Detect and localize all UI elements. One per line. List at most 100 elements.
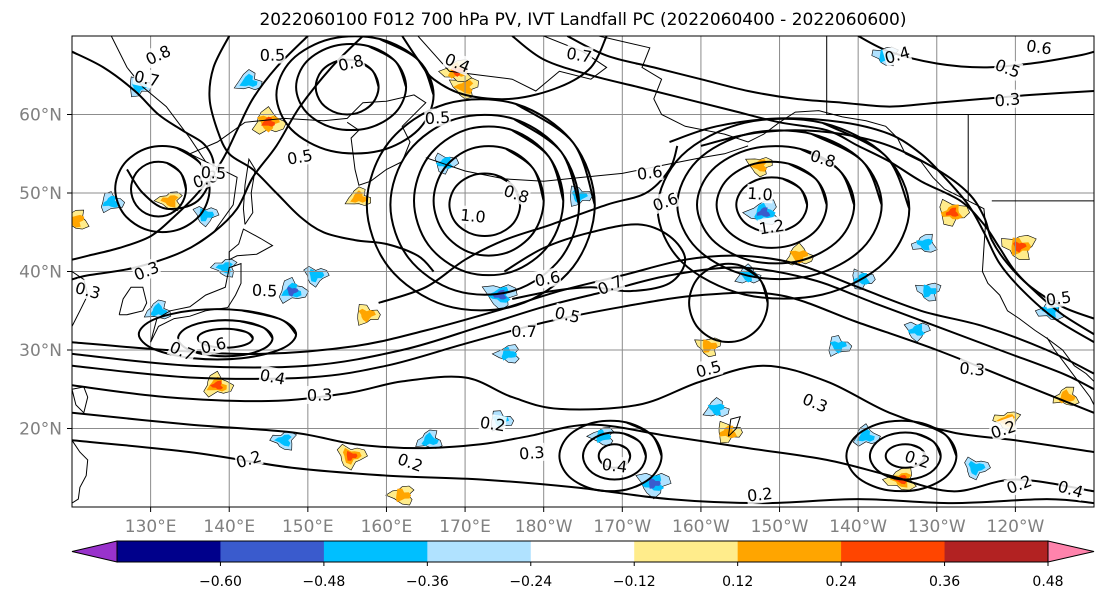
colorbar-tick-label: 0.48	[1032, 574, 1063, 590]
pv-contour-line	[503, 223, 687, 300]
pv-shade-core	[350, 190, 368, 203]
pv-contour-closed	[656, 117, 911, 300]
pv-contour-closed	[448, 172, 522, 238]
colorbar-tick-label: −0.12	[613, 574, 656, 590]
x-tick-label: 180°W	[515, 517, 573, 537]
contour-label: 0.4	[601, 455, 629, 477]
boundary-box	[826, 36, 1094, 115]
contour-label-bg	[511, 321, 538, 340]
pv-shade-core	[707, 403, 725, 416]
y-tick-label: 30°N	[19, 341, 62, 361]
map-area: 0.80.70.50.80.40.70.50.40.50.60.30.80.81…	[72, 36, 1094, 507]
pv-shade-core	[102, 195, 120, 208]
pv-shade-core	[923, 284, 938, 298]
contour-label: 1.0	[747, 184, 774, 205]
y-axis-ticks: 20°N 30°N 40°N 50°N 60°N	[19, 106, 72, 440]
pv-shade-core	[789, 250, 809, 264]
contour-label-bg	[233, 446, 264, 472]
pv-shade-core	[72, 214, 85, 228]
x-axis-ticks: 130°E 140°E 150°E 160°E 170°E 180°W 170°W 160°W…	[125, 507, 1044, 537]
pv-contour-line	[72, 254, 1094, 375]
pv-contour-closed	[129, 160, 188, 218]
contour-label-bg	[459, 205, 487, 226]
x-tick-label: 130°E	[125, 517, 177, 537]
contour-label-bg	[166, 337, 199, 365]
pv-contour-line	[208, 36, 435, 273]
pv-contour-closed	[275, 36, 435, 155]
y-tick-label: 60°N	[19, 106, 62, 126]
coastline	[228, 228, 274, 261]
contour-label: 0.5	[286, 146, 314, 169]
contour-label-bg	[336, 50, 366, 75]
contour-label-bg	[251, 280, 278, 300]
colorbar-segment	[530, 541, 635, 562]
contour-label: 0.6	[636, 162, 664, 184]
contour-label-bg	[442, 49, 474, 76]
x-tick-label: 140°W	[829, 517, 887, 537]
contour-label-bg	[259, 45, 286, 64]
contour-label: 0.6	[533, 267, 562, 291]
pv-shade-core	[453, 80, 474, 94]
colorbar-frame	[116, 540, 1049, 563]
coastline	[1046, 337, 1094, 406]
contour-label-bg	[746, 183, 774, 204]
colorbar-tick-label: −0.24	[509, 574, 552, 590]
contour-label: 1.0	[459, 205, 486, 227]
pv-shade-core	[160, 195, 179, 208]
colorbar-segment	[841, 541, 946, 562]
pv-shade-core	[358, 308, 376, 323]
pv-contour-line	[72, 291, 1094, 414]
contour-labels: 0.80.70.50.80.40.70.50.40.50.60.30.80.81…	[73, 36, 1086, 506]
pv-shade-core	[396, 488, 412, 503]
coastline	[110, 36, 207, 162]
contour-label-bg	[988, 416, 1019, 442]
contour-label-bg	[1024, 36, 1054, 58]
pv-shade-peak	[1013, 241, 1027, 253]
colorbar-extend-high	[1047, 540, 1095, 563]
contour-label: 0.3	[307, 385, 333, 405]
x-tick-label: 140°E	[203, 517, 255, 537]
contour-label-bg	[958, 358, 986, 379]
pv-contour-closed	[295, 42, 408, 132]
pv-contour-line	[72, 266, 1094, 391]
pv-contour-line	[72, 50, 215, 211]
contour-label: 0.2	[746, 484, 773, 506]
pv-shade-core	[274, 434, 292, 447]
contour-label-bg	[501, 180, 532, 207]
contour-label-bg	[395, 449, 426, 476]
pv-contour-closed	[676, 129, 883, 281]
colorbar-tick-label: −0.48	[302, 574, 345, 590]
contour-label-bg	[1003, 471, 1035, 498]
contour-label: 0.5	[1045, 287, 1073, 309]
contour-label: 0.7	[511, 322, 536, 341]
pv-contour-closed	[688, 262, 769, 343]
colorbar-segment	[220, 541, 325, 562]
pv-contour-closed	[715, 160, 828, 249]
pv-shade-core	[916, 238, 933, 251]
contour-label-bg	[594, 271, 626, 299]
contour-label-bg	[693, 356, 724, 381]
pv-shade-core	[829, 341, 847, 354]
pv-shade-peak	[756, 207, 771, 217]
colorbar: −0.60 −0.48 −0.36 −0.24 −0.12 0.12 0.24 0.36 0.4…	[71, 540, 1095, 590]
pv-contour-line	[72, 411, 1094, 493]
contour-label-bg	[200, 162, 228, 183]
pv-contour-closed	[389, 113, 581, 296]
pv-shade-core	[907, 324, 925, 336]
contour-label-bg	[757, 215, 786, 238]
contour-label-bg	[564, 43, 594, 66]
colorbar-segment	[944, 541, 1049, 562]
pv-contour-closed	[735, 176, 809, 234]
contour-label: 0.2	[479, 413, 507, 436]
pv-shade-peak	[945, 207, 959, 217]
pv-contour-closed	[558, 419, 663, 493]
chart-title: 2022060100 F012 700 hPa PV, IVT Landfall…	[259, 10, 906, 30]
colorbar-segment	[427, 541, 532, 562]
pv-contour-closed	[114, 145, 211, 234]
pv-contour-line	[566, 36, 1094, 108]
colorbar-tick-label: −0.60	[199, 574, 242, 590]
pv-shade-peak	[649, 477, 661, 489]
contour-label-bg	[1055, 476, 1086, 502]
pv-shade-peak	[209, 380, 224, 390]
contour-label-bg	[532, 267, 562, 290]
